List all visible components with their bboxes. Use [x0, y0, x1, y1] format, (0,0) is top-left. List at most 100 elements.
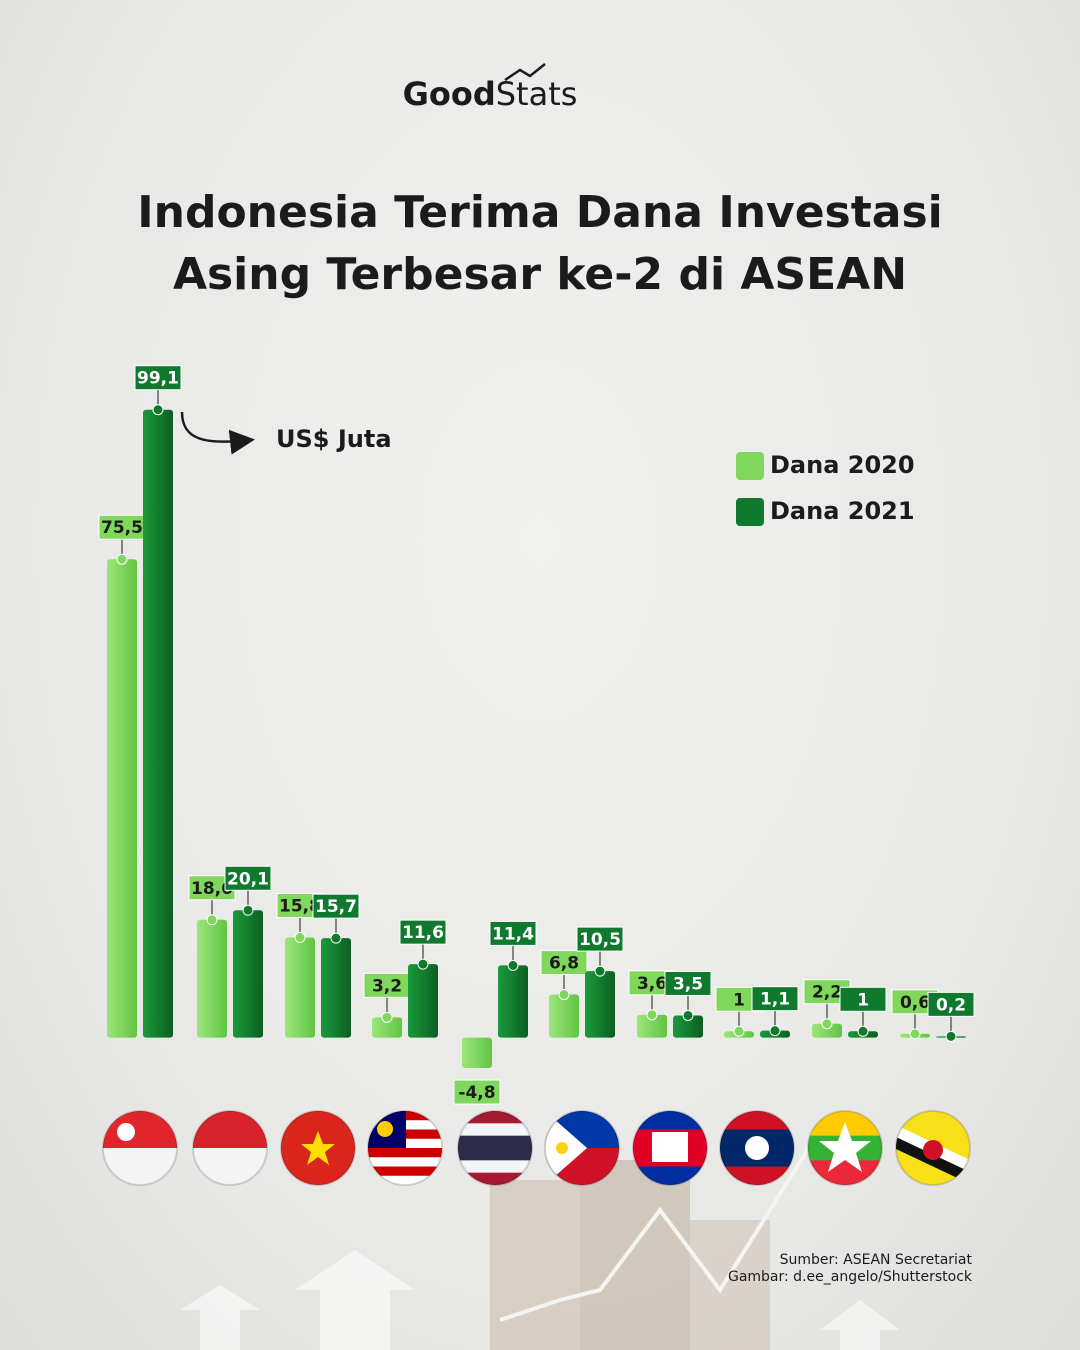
flag-part: [652, 1132, 688, 1162]
flag-part: [458, 1135, 532, 1149]
logo-light: Stats: [496, 75, 578, 113]
label-dot: [152, 404, 164, 416]
value-label: 2,2: [812, 983, 842, 1003]
flag-part: [556, 1142, 568, 1154]
flag-part: [301, 1131, 335, 1165]
label-dot: [558, 989, 570, 1001]
flag-rim: [807, 1110, 883, 1186]
label-dot: [821, 1018, 833, 1030]
value-label: 0,6: [900, 993, 930, 1013]
flag-rim: [457, 1110, 533, 1186]
label-dot: [646, 1009, 658, 1021]
bar: [285, 937, 315, 1038]
value-label: 15,7: [315, 897, 357, 917]
value-label-box: [453, 1079, 501, 1105]
value-label: 75,5: [101, 518, 143, 538]
flag-part: [368, 1175, 442, 1185]
source: Gambar: d.ee_angelo/Shutterstock: [728, 1269, 973, 1285]
legend-swatch: [736, 498, 764, 526]
value-label-box: [224, 865, 272, 891]
flag-part: [368, 1166, 442, 1177]
label-dot: [857, 1025, 869, 1037]
bar: [498, 965, 528, 1038]
label-dot: [330, 932, 342, 944]
flag-rim: [719, 1110, 795, 1186]
flag-part: [103, 1148, 177, 1185]
flag-part: [458, 1148, 532, 1161]
bar: [462, 1037, 492, 1069]
flag-part: [117, 1123, 135, 1141]
value-label-box: [751, 986, 799, 1012]
label-dot: [594, 965, 606, 977]
value-label: -4,8: [458, 1083, 495, 1103]
flag-rim: [544, 1110, 620, 1186]
bar: [408, 964, 438, 1038]
value-label-box: [98, 514, 146, 540]
value-label: 3,5: [673, 974, 703, 994]
bar: [637, 1014, 667, 1038]
logo: GoodStats: [403, 75, 578, 113]
annotation-arrow: [180, 411, 255, 455]
value-label: 0,2: [936, 995, 966, 1015]
value-label: 99,1: [137, 369, 179, 389]
bar: [197, 919, 227, 1038]
logo-bold: Good: [403, 75, 496, 113]
flag-rim: [367, 1110, 443, 1186]
value-label-box: [540, 950, 588, 976]
flag: [368, 1111, 442, 1185]
flag-part: [193, 1111, 267, 1149]
flag-part: [745, 1136, 769, 1160]
flag: [281, 1111, 355, 1185]
value-label: 15,8: [279, 897, 321, 917]
value-label: 1: [857, 990, 869, 1010]
bar: [549, 994, 579, 1038]
value-label: 11,6: [402, 923, 444, 943]
value-label-box: [576, 926, 624, 952]
value-label: 20,1: [227, 869, 269, 889]
value-label-box: [489, 920, 537, 946]
flag-part: [368, 1148, 442, 1158]
value-label-box: [664, 970, 712, 996]
label-dot: [206, 914, 218, 926]
flag-rim: [102, 1110, 178, 1186]
flag-part: [819, 1122, 871, 1172]
value-label-box: [134, 365, 182, 391]
flag-part: [458, 1123, 532, 1137]
label-dot: [909, 1028, 921, 1040]
bar: [107, 559, 137, 1038]
flag-part: [103, 1111, 177, 1149]
label-dot: [507, 959, 519, 971]
value-label-box: [839, 986, 887, 1012]
flag-rim: [632, 1110, 708, 1186]
flag-part: [808, 1160, 882, 1185]
flag-part: [458, 1160, 532, 1174]
value-label: 1,1: [760, 990, 790, 1010]
label-dot: [417, 958, 429, 970]
background-decor: [180, 1128, 900, 1350]
value-label: 11,4: [492, 924, 534, 944]
flag-part: [377, 1121, 393, 1137]
value-label-box: [312, 893, 360, 919]
bar: [585, 971, 615, 1038]
label-dot: [116, 553, 128, 565]
label-dot: [381, 1011, 393, 1023]
logo-icon: [504, 63, 546, 82]
value-label: 6,8: [549, 954, 579, 974]
flag-part: [368, 1157, 442, 1167]
flag-part: [720, 1166, 794, 1185]
value-label: 10,5: [579, 930, 621, 950]
bar: [372, 1017, 402, 1038]
source: Sumber: ASEAN Secretariat: [780, 1252, 973, 1268]
value-label: 3,6: [637, 974, 667, 994]
flag-rim: [280, 1110, 356, 1186]
label-dot: [682, 1009, 694, 1021]
flag-rim: [895, 1110, 971, 1186]
flag-part: [923, 1140, 943, 1160]
value-label: 18,6: [191, 879, 233, 899]
label-dot: [945, 1030, 957, 1042]
flag-part: [193, 1148, 267, 1185]
bar: [233, 910, 263, 1038]
label-dot: [769, 1025, 781, 1037]
